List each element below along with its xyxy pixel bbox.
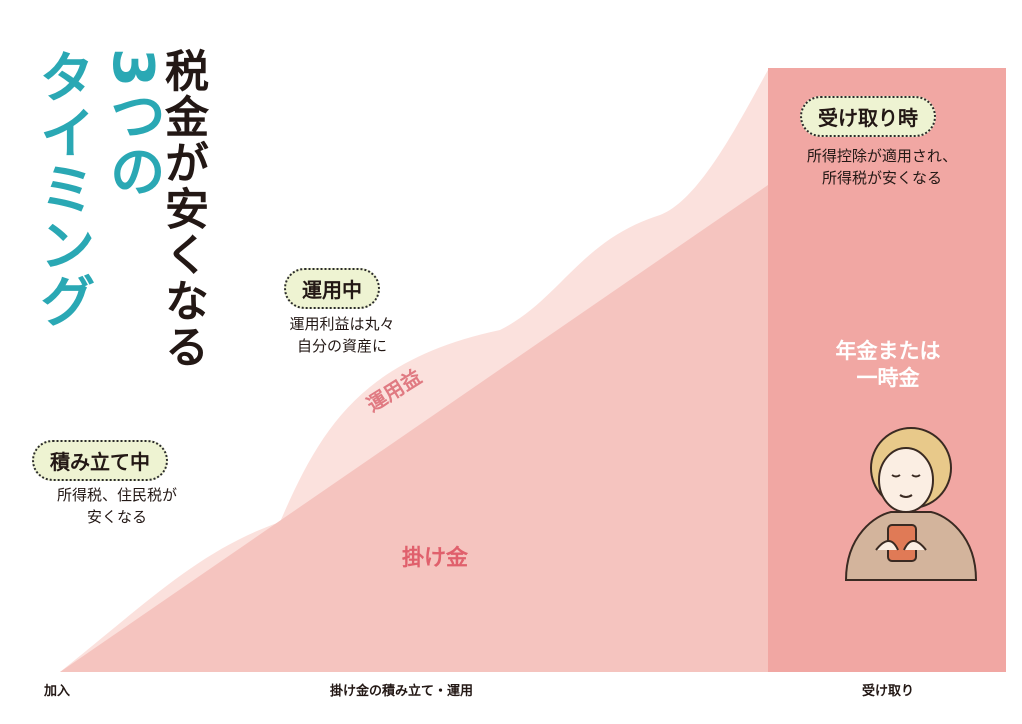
title-line-1: 税金が安くなる (157, 48, 208, 370)
axis-end-label: 受け取り (862, 684, 915, 699)
title-line-2: 3つの (100, 48, 165, 199)
elderly-person-with-cup-icon (844, 427, 978, 581)
stage-investing-description: 運用利益は丸々 自分の資産に (289, 315, 395, 355)
contributions-label: 掛け金 (402, 546, 469, 571)
axis-start-label: 加入 (44, 684, 71, 699)
stage-receiving-description: 所得控除が適用され、 所得税が安くなる (806, 147, 958, 187)
stage-accumulating-description: 所得税、住民税が 安くなる (56, 486, 177, 526)
stage-investing-badge: 運用中 (284, 268, 380, 309)
stage-accumulating-badge: 積み立て中 (32, 440, 168, 481)
title-line-3: タイミング (30, 48, 95, 328)
contribution-area (60, 185, 768, 672)
payout-label: 年金または 一時金 (835, 339, 941, 391)
stage-receiving-badge: 受け取り時 (800, 96, 936, 137)
axis-middle-label: 掛け金の積み立て・運用 (330, 684, 474, 699)
